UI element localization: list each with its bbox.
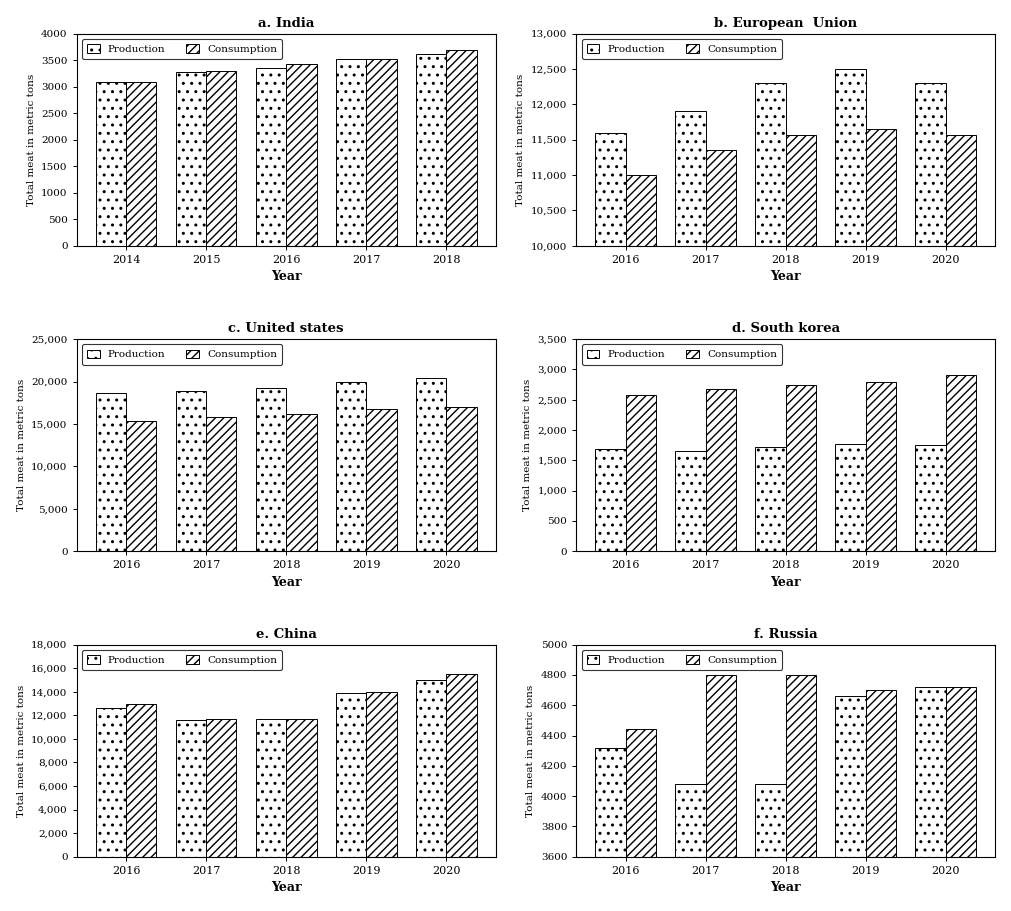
Bar xyxy=(754,784,786,911)
X-axis label: Year: Year xyxy=(271,576,301,589)
Y-axis label: Total meat in metric tons: Total meat in metric tons xyxy=(523,379,532,511)
Bar xyxy=(206,719,237,856)
Title: e. China: e. China xyxy=(256,628,316,640)
Bar xyxy=(206,417,237,551)
Legend: Production, Consumption: Production, Consumption xyxy=(581,39,782,59)
Bar xyxy=(835,69,865,911)
Bar xyxy=(915,83,945,911)
Bar xyxy=(786,384,816,551)
Bar xyxy=(625,730,655,911)
Bar xyxy=(446,674,476,856)
Bar xyxy=(786,675,816,911)
Bar xyxy=(705,389,736,551)
Bar xyxy=(126,421,157,551)
Bar xyxy=(835,696,865,911)
Bar xyxy=(206,71,237,246)
Title: f. Russia: f. Russia xyxy=(753,628,817,640)
Bar xyxy=(625,394,655,551)
X-axis label: Year: Year xyxy=(769,881,801,895)
Bar xyxy=(126,703,157,856)
Bar xyxy=(446,49,476,246)
Bar xyxy=(865,129,896,911)
Bar xyxy=(705,150,736,911)
X-axis label: Year: Year xyxy=(769,576,801,589)
Title: b. European  Union: b. European Union xyxy=(714,16,856,30)
Bar xyxy=(754,83,786,911)
Bar xyxy=(256,719,286,856)
Bar xyxy=(594,133,625,911)
Legend: Production, Consumption: Production, Consumption xyxy=(82,39,282,59)
Bar xyxy=(336,693,366,856)
Bar xyxy=(176,391,206,551)
Bar xyxy=(446,407,476,551)
Bar xyxy=(625,175,655,911)
Y-axis label: Total meat in metric tons: Total meat in metric tons xyxy=(16,684,25,817)
Legend: Production, Consumption: Production, Consumption xyxy=(581,344,782,364)
Bar xyxy=(705,675,736,911)
Bar xyxy=(594,449,625,551)
Bar xyxy=(754,447,786,551)
Bar xyxy=(336,59,366,246)
Bar xyxy=(674,111,705,911)
Bar xyxy=(416,680,446,856)
Bar xyxy=(286,64,316,246)
Bar xyxy=(126,82,157,246)
Bar xyxy=(366,409,396,551)
Bar xyxy=(366,691,396,856)
Bar xyxy=(865,382,896,551)
Bar xyxy=(674,784,705,911)
Bar xyxy=(286,719,316,856)
Legend: Production, Consumption: Production, Consumption xyxy=(581,650,782,670)
Y-axis label: Total meat in metric tons: Total meat in metric tons xyxy=(516,74,525,206)
Bar xyxy=(416,54,446,246)
Bar xyxy=(594,748,625,911)
Bar xyxy=(674,451,705,551)
Bar xyxy=(256,388,286,551)
Y-axis label: Total meat in metric tons: Total meat in metric tons xyxy=(526,684,535,817)
Bar xyxy=(945,375,976,551)
Bar xyxy=(96,393,126,551)
Bar xyxy=(96,708,126,856)
Bar xyxy=(915,687,945,911)
Bar xyxy=(835,444,865,551)
Bar xyxy=(945,687,976,911)
X-axis label: Year: Year xyxy=(769,271,801,283)
Bar xyxy=(786,136,816,911)
Bar xyxy=(256,68,286,246)
Bar xyxy=(286,414,316,551)
Legend: Production, Consumption: Production, Consumption xyxy=(82,650,282,670)
Title: c. United states: c. United states xyxy=(228,322,344,335)
Bar xyxy=(865,691,896,911)
Bar xyxy=(96,82,126,246)
Title: d. South korea: d. South korea xyxy=(731,322,839,335)
X-axis label: Year: Year xyxy=(271,881,301,895)
Bar xyxy=(915,445,945,551)
Legend: Production, Consumption: Production, Consumption xyxy=(82,344,282,364)
Title: a. India: a. India xyxy=(258,16,314,30)
Y-axis label: Total meat in metric tons: Total meat in metric tons xyxy=(16,379,25,511)
Bar xyxy=(336,382,366,551)
Bar xyxy=(176,72,206,246)
Bar xyxy=(176,720,206,856)
Bar xyxy=(945,136,976,911)
Y-axis label: Total meat in metric tons: Total meat in metric tons xyxy=(26,74,35,206)
Bar xyxy=(416,378,446,551)
X-axis label: Year: Year xyxy=(271,271,301,283)
Bar xyxy=(366,58,396,246)
